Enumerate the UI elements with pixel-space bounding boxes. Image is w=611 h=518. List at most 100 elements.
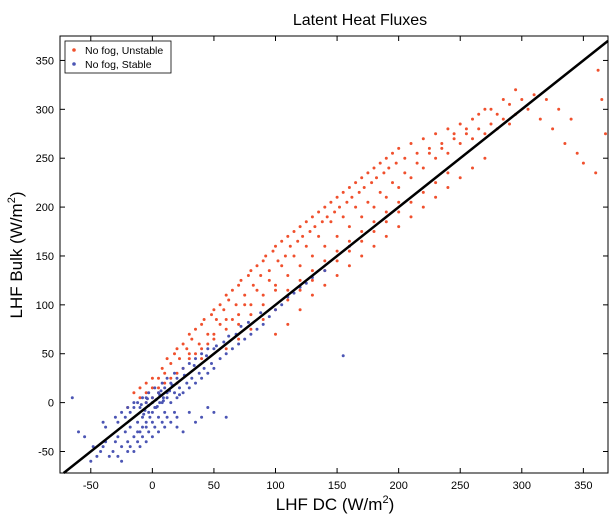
stable-point — [173, 410, 176, 414]
unstable-point — [325, 215, 329, 219]
unstable-point — [357, 190, 361, 194]
y-tick-label: 300 — [36, 104, 54, 116]
stable-point — [157, 415, 160, 419]
stable-point — [138, 430, 142, 434]
stable-point — [181, 366, 185, 370]
unstable-point — [575, 151, 579, 155]
unstable-point — [569, 117, 573, 121]
unstable-point — [310, 254, 314, 258]
unstable-point — [341, 215, 345, 219]
unstable-point — [280, 239, 284, 243]
unstable-point — [384, 195, 388, 199]
stable-point — [187, 410, 191, 414]
stable-point — [205, 354, 208, 358]
stable-point — [89, 459, 93, 463]
unstable-point — [261, 259, 265, 263]
stable-point — [218, 357, 222, 361]
unstable-point — [249, 327, 253, 331]
unstable-point — [288, 244, 292, 248]
unstable-point — [372, 205, 376, 209]
stable-point — [153, 386, 157, 390]
unstable-point — [150, 376, 154, 380]
stable-point — [141, 435, 144, 439]
unstable-point — [397, 225, 401, 229]
unstable-point — [384, 220, 388, 224]
x-tick-label: 0 — [149, 480, 155, 492]
unstable-point — [421, 166, 425, 170]
unstable-point — [202, 318, 206, 321]
y-axis-label: LHF Bulk (W/m2) — [6, 191, 26, 318]
unstable-point — [366, 171, 370, 175]
unstable-point — [333, 210, 337, 214]
x-axis-label-superscript: 2 — [382, 494, 388, 506]
unstable-point — [138, 396, 142, 400]
unstable-point — [224, 327, 228, 331]
stable-point — [144, 420, 148, 424]
stable-point — [126, 406, 130, 409]
unstable-point — [557, 107, 561, 111]
x-tick-label: -50 — [83, 480, 99, 492]
unstable-point — [347, 249, 351, 253]
stable-point — [141, 425, 144, 429]
unstable-point — [144, 381, 148, 385]
unstable-point — [144, 391, 148, 395]
unstable-point — [261, 303, 265, 307]
unstable-point — [261, 318, 265, 321]
stable-point — [116, 435, 120, 439]
stable-point — [141, 396, 144, 400]
stable-point — [261, 322, 265, 326]
unstable-point — [409, 215, 413, 219]
stable-point — [136, 440, 140, 444]
stable-point — [190, 376, 194, 380]
unstable-point — [292, 254, 296, 258]
unstable-point — [483, 156, 487, 160]
stable-point — [161, 399, 165, 403]
unstable-point — [329, 220, 333, 224]
stable-point — [132, 401, 136, 405]
stable-point — [323, 269, 327, 273]
x-tick-label: 150 — [328, 480, 346, 492]
unstable-point — [210, 313, 213, 317]
unstable-point — [267, 269, 271, 273]
unstable-point — [237, 283, 241, 287]
unstable-point — [163, 371, 167, 375]
stable-point — [192, 364, 196, 367]
stable-point — [206, 406, 210, 409]
unstable-point — [483, 132, 487, 136]
unstable-point — [246, 274, 250, 277]
unstable-point — [421, 205, 425, 209]
unstable-point — [230, 288, 234, 292]
x-tick-label: 100 — [266, 480, 284, 492]
unstable-point — [427, 151, 431, 155]
unstable-point — [434, 156, 438, 160]
stable-point — [150, 420, 154, 424]
unstable-point — [335, 249, 339, 253]
unstable-point — [274, 288, 277, 292]
stable-point — [70, 396, 74, 400]
y-tick-label: 100 — [36, 300, 54, 312]
unstable-point — [581, 161, 585, 165]
stable-point — [181, 391, 185, 395]
stable-point — [138, 406, 142, 409]
unstable-point — [360, 230, 364, 233]
unstable-point — [360, 176, 364, 180]
unstable-point — [200, 347, 204, 351]
unstable-point — [508, 102, 511, 106]
unstable-point — [329, 200, 333, 204]
unstable-point — [212, 308, 216, 312]
stable-point — [101, 420, 105, 424]
stable-point — [141, 415, 144, 419]
unstable-point — [434, 181, 438, 185]
chart-title: Latent Heat Fluxes — [293, 12, 427, 29]
unstable-point — [397, 210, 401, 214]
stable-point — [227, 334, 231, 338]
unstable-point — [274, 283, 277, 287]
unstable-point — [230, 318, 234, 321]
unstable-point — [301, 234, 305, 238]
unstable-point — [286, 322, 290, 326]
unstable-point — [338, 205, 341, 209]
unstable-point — [317, 234, 321, 238]
unstable-point — [249, 303, 253, 307]
stable-point — [246, 320, 250, 324]
unstable-point — [224, 293, 228, 297]
